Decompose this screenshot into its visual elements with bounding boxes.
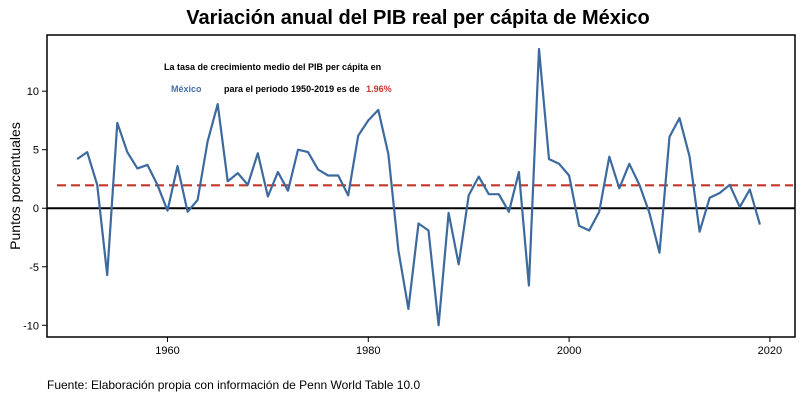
x-tick-label: 2000 (557, 345, 581, 357)
series-line-pib-per-capita (76, 47, 761, 327)
x-axis-ticks: 1960 1980 2000 2020 (155, 337, 782, 357)
y-tick-label: -5 (29, 262, 39, 274)
annotation-period-text: para el periodo 1950-2019 es de (224, 84, 360, 94)
annotation-country: México (171, 84, 202, 94)
y-axis-ticks: -10 -5 0 5 10 (23, 86, 47, 332)
y-tick-label: 5 (33, 145, 39, 157)
x-tick-label: 1980 (356, 345, 380, 357)
chart-title: Variación anual del PIB real per cápita … (186, 7, 650, 29)
y-tick-label: 10 (27, 86, 39, 98)
annotation-line-1: La tasa de crecimiento medio del PIB per… (164, 62, 381, 72)
y-axis-label: Puntos porcentuales (7, 122, 23, 250)
y-tick-label: -10 (23, 320, 39, 332)
annotation-line-2: México para el periodo 1950-2019 es de 1… (171, 84, 392, 94)
y-tick-label: 0 (33, 203, 39, 215)
annotation-mean-value: 1.96% (366, 84, 392, 94)
x-tick-label: 2020 (758, 345, 782, 357)
x-tick-label: 1960 (155, 345, 179, 357)
annotation-box: La tasa de crecimiento medio del PIB per… (164, 62, 392, 94)
source-note: Fuente: Elaboración propia con informaci… (47, 378, 420, 392)
series-layer (76, 47, 761, 327)
